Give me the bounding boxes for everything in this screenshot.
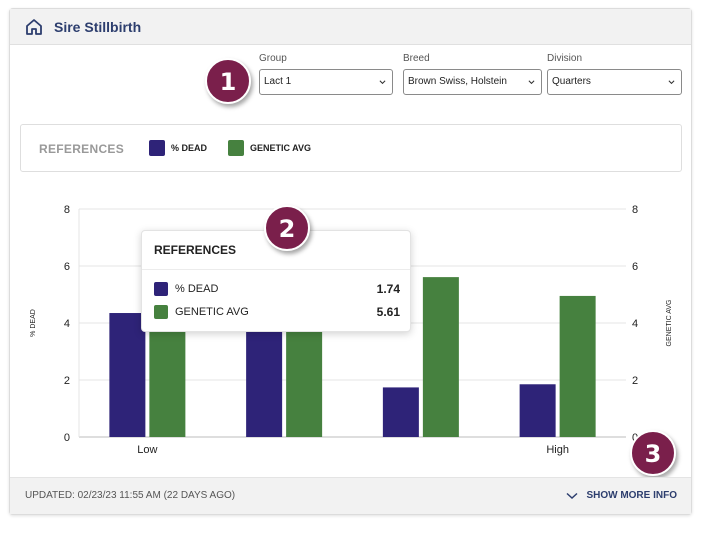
group-filter: Group Lact 1 xyxy=(259,53,393,95)
breed-filter: Breed Brown Swiss, Holstein xyxy=(403,53,542,95)
references-label: REFERENCES xyxy=(39,142,125,156)
legend-label-genetic-avg: GENETIC AVG xyxy=(250,143,312,153)
bar-dead xyxy=(382,387,419,437)
callout-badge-2: 2 xyxy=(264,205,310,251)
home-icon[interactable] xyxy=(24,17,44,37)
show-more-info-button[interactable]: SHOW MORE INFO xyxy=(566,490,677,501)
tooltip-swatch-genetic-avg xyxy=(154,305,168,319)
y-tick-label-left: 4 xyxy=(64,318,70,330)
y-tick-label-right: 2 xyxy=(632,375,638,387)
chevron-down-icon xyxy=(668,80,675,85)
y-tick-label-left: 6 xyxy=(64,261,70,273)
tooltip-title: REFERENCES xyxy=(154,243,237,257)
tooltip-row-genetic-avg: GENETIC AVG 5.61 xyxy=(154,304,400,320)
breed-label: Breed xyxy=(403,53,430,64)
updated-timestamp: UPDATED: 02/23/23 11:55 AM (22 DAYS AGO) xyxy=(25,490,236,501)
y-tick-label-right: 6 xyxy=(632,261,638,273)
chart-tooltip: REFERENCES % DEAD 1.74 GENETIC AVG 5.61 xyxy=(141,230,411,332)
card-footer: UPDATED: 02/23/23 11:55 AM (22 DAYS AGO)… xyxy=(10,477,691,514)
y-tick-label-left: 2 xyxy=(64,375,70,387)
y-axis-title-left: % DEAD xyxy=(30,309,37,337)
chevron-down-icon xyxy=(379,80,386,85)
legend-swatch-genetic-avg xyxy=(228,140,244,156)
legend-item-genetic-avg[interactable]: GENETIC AVG xyxy=(228,140,311,156)
x-tick-label: Low xyxy=(137,444,157,456)
group-label: Group xyxy=(259,53,287,64)
bar-dead xyxy=(109,313,146,437)
tooltip-value-dead: 1.74 xyxy=(376,282,400,296)
division-select-value: Quarters xyxy=(552,76,591,87)
callout-badge-3: 3 xyxy=(630,430,676,476)
breed-select-value: Brown Swiss, Holstein xyxy=(408,76,507,87)
callout-badge-1: 1 xyxy=(205,58,251,104)
card-header: Sire Stillbirth xyxy=(10,9,691,45)
y-tick-label-left: 8 xyxy=(64,204,70,216)
group-select[interactable]: Lact 1 xyxy=(259,69,393,95)
tooltip-row-dead: % DEAD 1.74 xyxy=(154,281,400,297)
y-axis-title-right: GENETIC AVG xyxy=(666,300,673,347)
bar-dead xyxy=(519,384,556,437)
division-filter: Division Quarters xyxy=(547,53,682,95)
card-title: Sire Stillbirth xyxy=(54,19,142,35)
division-select[interactable]: Quarters xyxy=(547,69,682,95)
chevron-down-icon xyxy=(528,80,535,85)
division-label: Division xyxy=(547,53,583,64)
breed-select[interactable]: Brown Swiss, Holstein xyxy=(403,69,542,95)
legend-item-dead[interactable]: % DEAD xyxy=(149,140,207,156)
y-tick-label-right: 4 xyxy=(632,318,638,330)
y-tick-label-left: 0 xyxy=(64,432,70,444)
tooltip-name-dead: % DEAD xyxy=(175,283,219,295)
bar-genetic-avg xyxy=(286,311,323,437)
legend-swatch-dead xyxy=(149,140,165,156)
tooltip-name-genetic-avg: GENETIC AVG xyxy=(175,306,249,318)
tooltip-swatch-dead xyxy=(154,282,168,296)
tooltip-value-genetic-avg: 5.61 xyxy=(376,305,400,319)
legend-label-dead: % DEAD xyxy=(171,143,208,153)
show-more-info-label: SHOW MORE INFO xyxy=(586,490,677,501)
tooltip-divider xyxy=(142,269,410,270)
sire-stillbirth-card: Sire Stillbirth Group Lact 1 Breed Brown… xyxy=(9,8,692,515)
bar-genetic-avg xyxy=(559,295,596,437)
bar-genetic-avg xyxy=(149,313,186,437)
chevron-down-icon xyxy=(566,492,578,499)
y-tick-label-right: 8 xyxy=(632,204,638,216)
group-select-value: Lact 1 xyxy=(264,76,292,87)
bar-dead xyxy=(246,311,283,437)
bar-genetic-avg xyxy=(422,277,459,437)
x-tick-label: High xyxy=(546,444,569,456)
references-legend: REFERENCES % DEAD GENETIC AVG xyxy=(20,124,682,172)
